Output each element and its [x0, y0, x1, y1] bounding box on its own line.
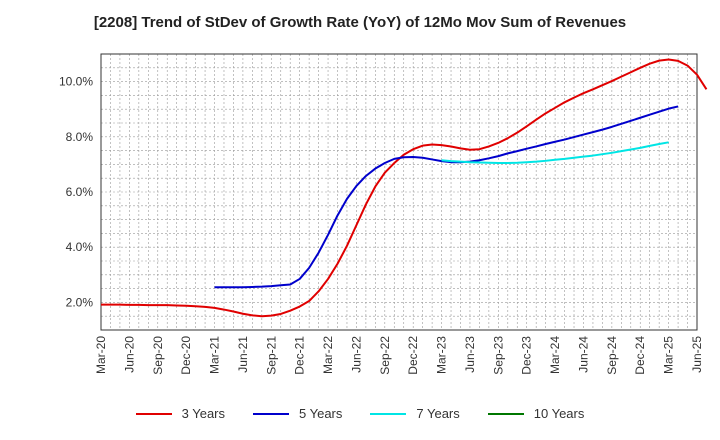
x-tick-label: Jun-20 — [122, 336, 136, 373]
x-tick-label: Jun-24 — [576, 336, 590, 373]
legend-swatch — [253, 412, 289, 415]
x-tick-label: Sep-20 — [151, 336, 165, 375]
x-tick-label: Sep-24 — [605, 336, 619, 375]
y-tick-label: 6.0% — [66, 185, 94, 199]
legend: 3 Years 5 Years 7 Years 10 Years — [0, 406, 720, 421]
x-tick-label: Jun-21 — [236, 336, 250, 373]
x-tick-label: Sep-23 — [491, 336, 505, 375]
x-axis-ticks: Mar-20 Jun-20 Sep-20 Dec-20 Mar-21 Jun-21 Sep-… — [94, 336, 704, 375]
legend-item: 7 Years — [370, 406, 460, 421]
series-line-3-years — [101, 58, 708, 318]
x-tick-label: Dec-21 — [293, 336, 307, 375]
x-tick-label: Jun-22 — [349, 336, 363, 373]
series-line-7-years — [441, 141, 669, 165]
x-tick-label: Mar-24 — [548, 336, 562, 374]
x-tick-label: Mar-21 — [208, 336, 222, 374]
y-tick-label: 2.0% — [66, 295, 94, 309]
chart-title: [2208] Trend of StDev of Growth Rate (Yo… — [93, 14, 627, 31]
y-tick-label: 8.0% — [66, 130, 94, 144]
plot-area — [100, 53, 698, 331]
x-tick-label: Dec-20 — [179, 336, 193, 375]
x-tick-label: Mar-22 — [321, 336, 335, 374]
legend-swatch — [370, 412, 407, 415]
series-layer — [101, 58, 708, 318]
legend-label: 5 Years — [299, 406, 343, 421]
x-tick-label: Dec-24 — [633, 336, 647, 375]
legend-label: 7 Years — [416, 406, 460, 421]
y-tick-label: 4.0% — [66, 240, 94, 254]
legend-item: 10 Years — [487, 406, 585, 421]
x-tick-label: Mar-23 — [435, 336, 449, 374]
x-tick-label: Dec-23 — [520, 336, 534, 375]
x-tick-label: Jun-25 — [690, 336, 704, 373]
legend-label: 3 Years — [181, 406, 225, 421]
x-tick-label: Sep-22 — [378, 336, 392, 375]
y-axis-ticks: 2.0% 4.0% 6.0% 8.0% 10.0% — [59, 75, 93, 310]
x-tick-label: Sep-21 — [264, 336, 278, 375]
series-line-5-years — [214, 105, 679, 289]
legend-item: 5 Years — [253, 406, 342, 421]
legend-swatch — [135, 412, 172, 415]
legend-label: 10 Years — [533, 406, 585, 421]
legend-item: 3 Years — [135, 406, 225, 421]
x-tick-label: Jun-23 — [463, 336, 477, 373]
y-tick-label: 10.0% — [59, 75, 93, 89]
grid-layer — [101, 54, 697, 330]
x-tick-label: Dec-22 — [406, 336, 420, 375]
x-tick-label: Mar-20 — [94, 336, 108, 374]
legend-swatch — [487, 412, 524, 415]
x-tick-label: Mar-25 — [662, 336, 676, 374]
